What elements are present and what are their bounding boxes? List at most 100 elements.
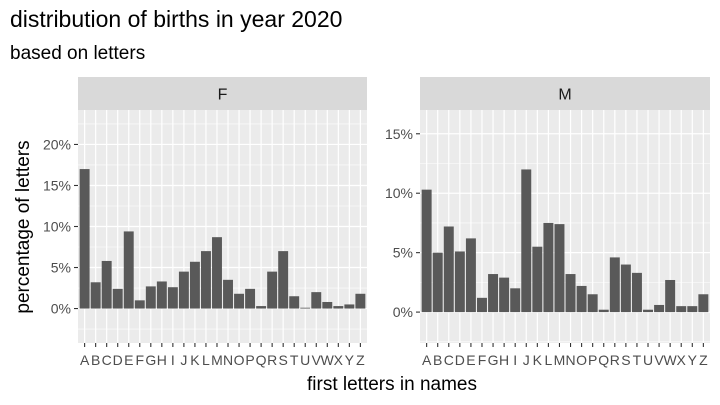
bar-m-u: [643, 309, 653, 313]
x-tick-label: E: [466, 352, 475, 368]
x-tick-label: G: [145, 352, 156, 368]
x-tick-label: D: [455, 352, 465, 368]
chart-title: distribution of births in year 2020: [10, 6, 343, 32]
x-tick-label: T: [290, 352, 299, 368]
panels-layer: F0%5%10%15%20%A B C D E F G H I J K L M N O P Q R S T U V W X Y Z…: [43, 77, 710, 368]
x-tick-label: N: [223, 352, 233, 368]
x-tick-label: Q: [256, 352, 267, 368]
bar-m-p: [587, 294, 598, 313]
x-axis-title: first letters in names: [307, 374, 477, 395]
facet-strip: [420, 77, 710, 110]
x-tick-label: U: [643, 352, 653, 368]
x-tick-label: Y: [345, 352, 355, 368]
x-tick-label: H: [499, 352, 509, 368]
x-tick-label: R: [610, 352, 620, 368]
x-tick-label: B: [91, 352, 100, 368]
x-tick-label: T: [633, 352, 642, 368]
bar-f-w: [322, 301, 333, 309]
x-tick-label: P: [245, 352, 254, 368]
x-tick-label: R: [267, 352, 277, 368]
bar-m-j: [521, 169, 532, 313]
bar-m-i: [510, 288, 521, 313]
x-tick-label: W: [321, 352, 335, 368]
bar-m-f: [477, 297, 487, 313]
bar-f-b: [90, 282, 101, 309]
bar-f-q: [256, 306, 267, 309]
bar-m-s: [620, 264, 631, 313]
x-tick-label: C: [444, 352, 454, 368]
chart-subtitle: based on letters: [10, 43, 146, 64]
bar-f-t: [289, 296, 300, 309]
bar-m-r: [609, 257, 620, 313]
bar-f-v: [311, 292, 322, 309]
facet-label: F: [218, 87, 228, 104]
x-tick-label: D: [113, 352, 123, 368]
x-tick-label: A: [422, 352, 432, 368]
x-tick-label: N: [565, 352, 575, 368]
bar-f-x: [333, 306, 344, 309]
x-tick-label: F: [478, 352, 487, 368]
x-tick-label: S: [278, 352, 287, 368]
bar-f-y: [344, 304, 355, 309]
x-tick-label: X: [677, 352, 687, 368]
bar-m-d: [454, 251, 465, 313]
x-tick-label: Q: [598, 352, 609, 368]
bar-f-n: [223, 279, 233, 309]
x-tick-label: M: [211, 352, 223, 368]
x-tick-label: V: [312, 352, 322, 368]
bar-f-f: [134, 300, 145, 309]
x-tick-label: X: [334, 352, 344, 368]
bar-f-z: [355, 293, 366, 309]
bar-f-r: [267, 271, 278, 309]
x-tick-label: I: [513, 352, 517, 368]
bar-m-x: [676, 306, 687, 313]
bar-f-h: [156, 281, 167, 309]
x-tick-label: C: [102, 352, 112, 368]
bar-f-j: [178, 271, 189, 309]
x-tick-label: B: [433, 352, 442, 368]
x-tick-label: O: [576, 352, 587, 368]
x-tick-label: P: [588, 352, 597, 368]
x-tick-label: Y: [688, 352, 698, 368]
y-tick-label: 0%: [51, 301, 71, 317]
x-tick-label: O: [234, 352, 245, 368]
bar-f-m: [212, 237, 222, 309]
y-axis-title: percentage of letters: [13, 140, 34, 313]
x-tick-label: L: [202, 352, 210, 368]
bar-m-l: [543, 222, 554, 313]
y-tick-label: 5%: [51, 260, 71, 276]
bar-m-c: [443, 226, 454, 313]
bar-m-k: [532, 246, 543, 313]
y-tick-label: 5%: [393, 245, 413, 261]
bar-m-a: [421, 189, 432, 313]
x-tick-label: E: [124, 352, 133, 368]
facet-strip: [78, 77, 367, 110]
bar-m-q: [598, 309, 609, 313]
x-tick-label: V: [654, 352, 664, 368]
bar-f-u: [300, 307, 311, 309]
bar-f-o: [234, 293, 245, 309]
y-tick-label: 10%: [385, 185, 413, 201]
bar-f-a: [79, 169, 90, 309]
y-tick-label: 0%: [393, 304, 413, 320]
bar-m-v: [654, 304, 665, 313]
x-tick-label: A: [80, 352, 90, 368]
x-tick-label: F: [135, 352, 144, 368]
x-tick-label: K: [190, 352, 200, 368]
x-tick-label: Z: [356, 352, 365, 368]
y-tick-label: 15%: [385, 126, 413, 142]
bar-m-g: [488, 274, 499, 313]
bar-m-t: [631, 272, 642, 313]
bar-m-n: [565, 274, 576, 313]
facet-panel-m: M0%5%10%15%A B C D E F G H I J K L M N O P Q R S T U V W X Y Z: [385, 77, 710, 368]
bar-f-c: [101, 260, 112, 309]
bar-m-m: [554, 224, 565, 313]
bar-f-p: [245, 288, 256, 309]
bar-f-i: [167, 287, 178, 309]
x-tick-label: U: [300, 352, 310, 368]
y-tick-label: 10%: [43, 219, 71, 235]
x-tick-label: M: [554, 352, 566, 368]
bar-f-d: [112, 288, 123, 309]
x-tick-label: L: [544, 352, 552, 368]
